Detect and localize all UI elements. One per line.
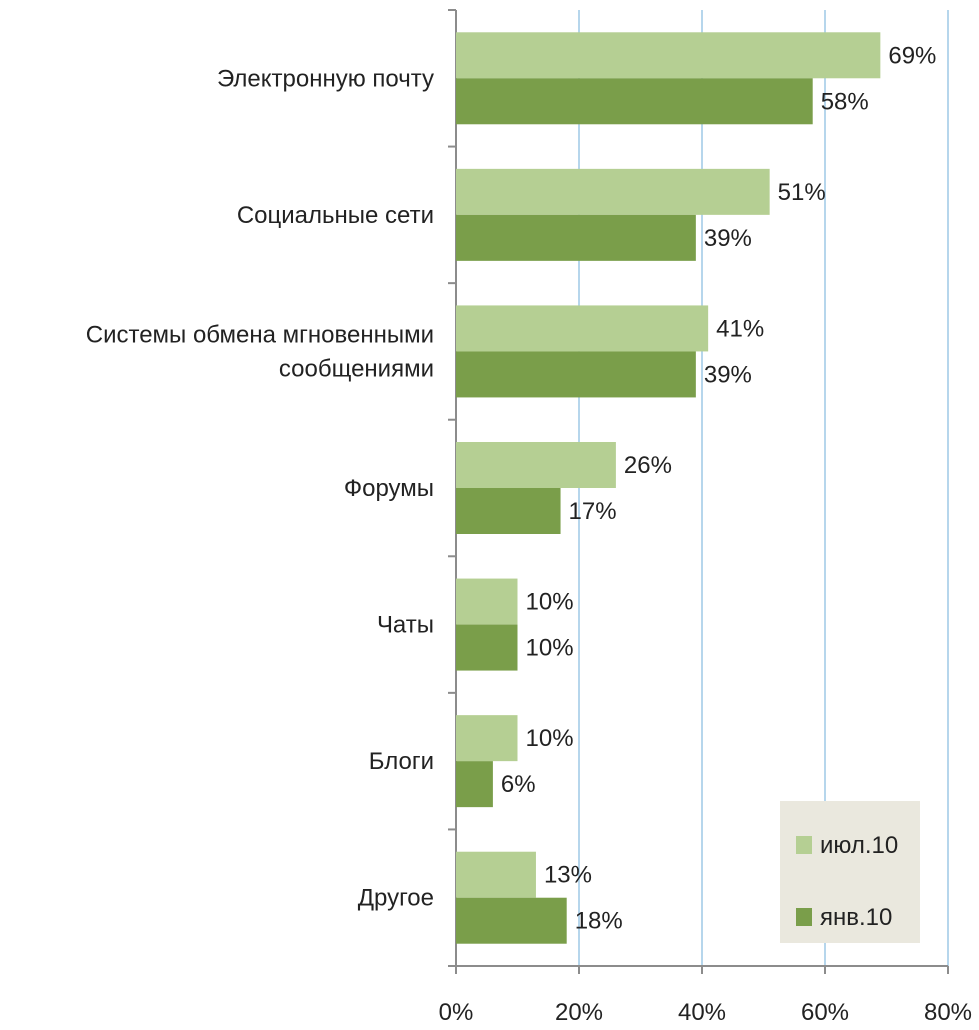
bar (456, 897, 567, 944)
bar (456, 32, 881, 79)
data-label: 18% (575, 908, 623, 935)
bar (456, 78, 813, 125)
bar (456, 715, 518, 762)
legend-label: янв.10 (820, 904, 892, 931)
x-tick-label: 40% (678, 999, 726, 1026)
x-tick-label: 20% (555, 999, 603, 1026)
legend-swatch (796, 908, 812, 926)
bar (456, 305, 709, 352)
data-label: 41% (716, 315, 764, 342)
bar (456, 761, 493, 808)
category-label: сообщениями (279, 355, 434, 382)
data-label: 51% (778, 179, 826, 206)
x-tick-label: 80% (924, 999, 972, 1026)
data-label: 39% (704, 225, 752, 252)
bar (456, 168, 770, 215)
x-tick-label: 60% (801, 999, 849, 1026)
data-label: 39% (704, 361, 752, 388)
bar (456, 578, 518, 625)
bar (456, 442, 616, 488)
category-label: Форумы (344, 475, 434, 502)
data-label: 10% (526, 589, 574, 616)
category-label: Другое (358, 885, 434, 912)
bar (456, 351, 696, 398)
category-label: Системы обмена мгновенными (86, 321, 434, 348)
data-label: 58% (821, 88, 869, 115)
category-label: Социальные сети (237, 202, 434, 229)
data-label: 10% (526, 725, 574, 752)
data-label: 26% (624, 452, 672, 479)
data-label: 6% (501, 771, 536, 798)
data-label: 10% (526, 635, 574, 662)
legend-swatch (796, 836, 812, 854)
bar (456, 214, 696, 261)
data-label: 69% (888, 42, 936, 69)
data-label: 13% (544, 862, 592, 889)
legend-label: июл.10 (820, 832, 898, 859)
category-label: Электронную почту (217, 65, 434, 92)
category-label: Блоги (369, 748, 434, 775)
data-label: 17% (569, 498, 617, 525)
category-label: Чаты (377, 612, 434, 639)
x-tick-label: 0% (439, 999, 474, 1026)
bar (456, 624, 518, 671)
bar (456, 488, 561, 534)
bar (456, 851, 536, 898)
